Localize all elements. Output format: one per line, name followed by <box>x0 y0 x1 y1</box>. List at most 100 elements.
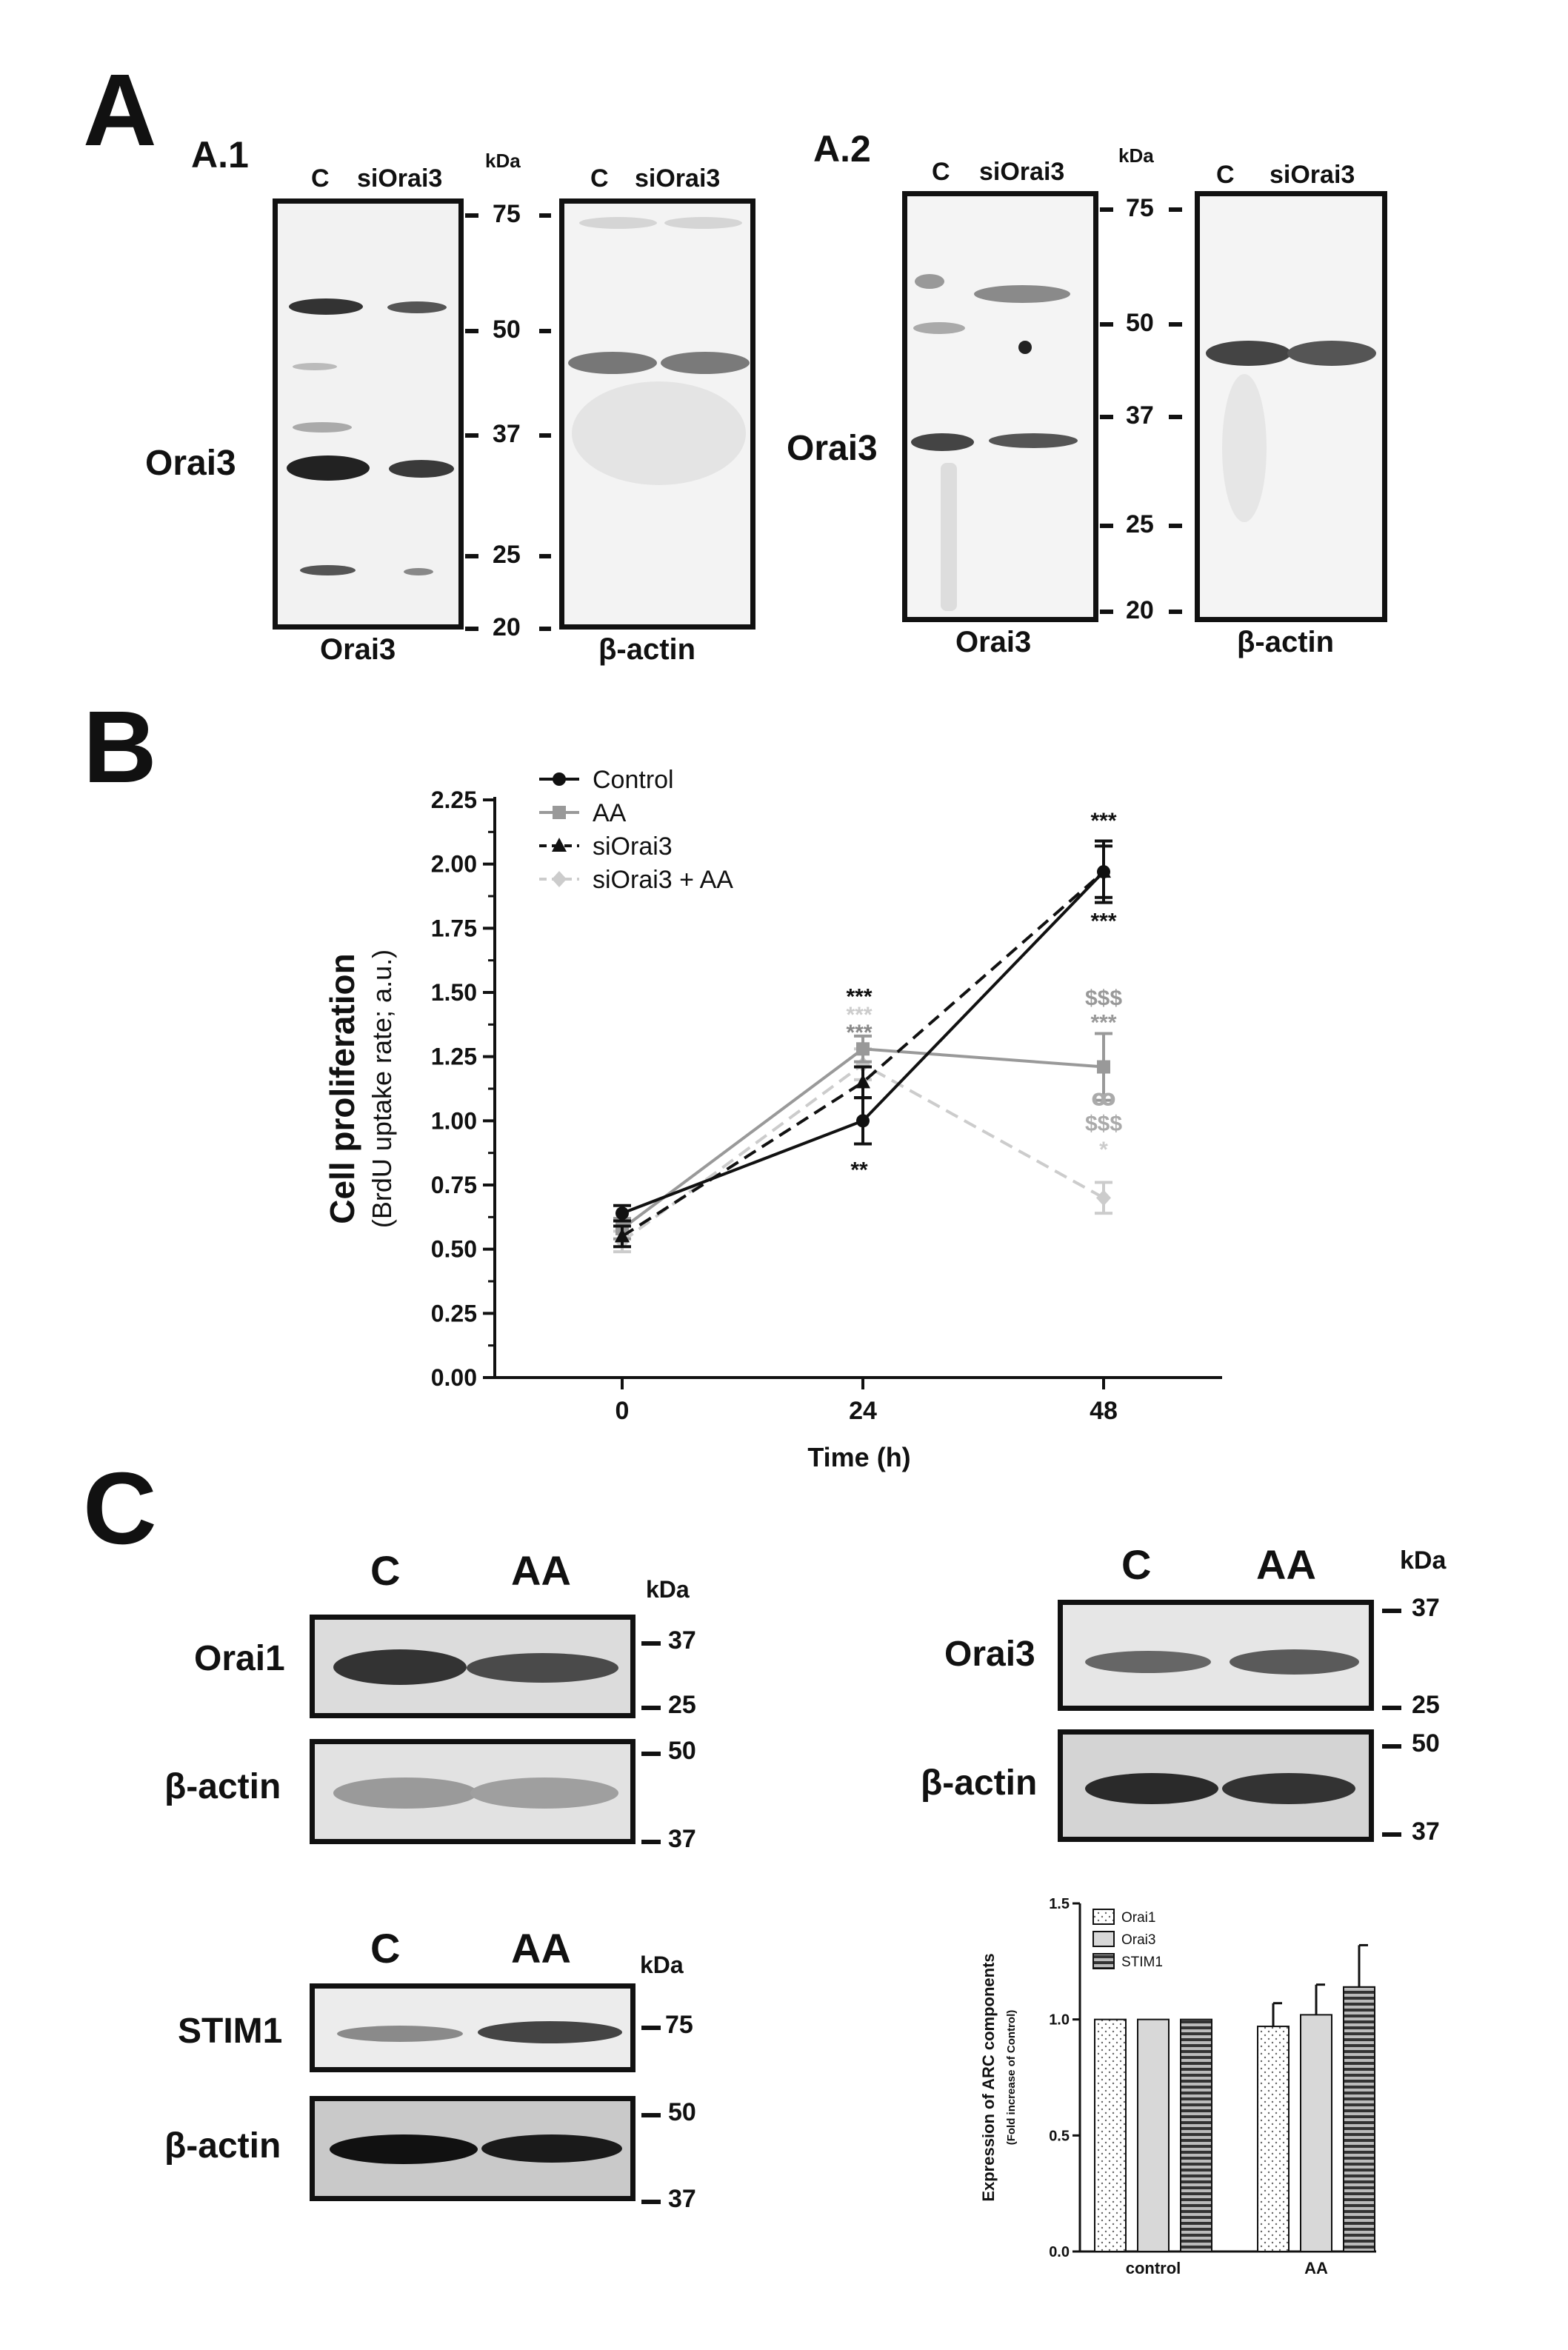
row-label-orai1: Orai1 <box>194 1639 285 1678</box>
y-axis-sublabel: (BrdU uptake rate; a.u.) <box>367 949 397 1228</box>
lane-label-aa: AA <box>1256 1541 1316 1588</box>
data-point <box>552 871 567 887</box>
row-label-orai3: Orai3 <box>787 429 878 468</box>
blot-smear <box>1222 374 1267 522</box>
blot-band <box>915 274 944 289</box>
mw-marker-37: 37 <box>1412 1594 1440 1622</box>
kda-label: kDa <box>1118 144 1154 167</box>
mw-marker-50: 50 <box>1126 309 1154 337</box>
data-point <box>553 806 566 819</box>
mw-tick <box>465 329 478 333</box>
western-blot-beta-actin <box>559 198 755 630</box>
y-tick-label: 0.75 <box>431 1172 477 1198</box>
x-tick-label: AA <box>1304 2259 1328 2277</box>
mw-marker-37: 37 <box>1412 1817 1440 1846</box>
blot-band <box>289 298 363 315</box>
mw-marker-50: 50 <box>1412 1729 1440 1758</box>
y-tick-label: 0.25 <box>431 1300 477 1326</box>
legend-label: AA <box>593 799 627 827</box>
blot-band <box>478 2021 622 2043</box>
mw-tick <box>641 1752 661 1756</box>
blot-band <box>404 568 433 575</box>
mw-marker-37: 37 <box>493 420 521 448</box>
blot-band <box>974 285 1070 303</box>
blot-band <box>337 2026 463 2042</box>
y-tick-label: 0.50 <box>431 1236 477 1263</box>
mw-tick <box>1100 610 1113 614</box>
data-point <box>1096 1189 1111 1206</box>
mw-marker-25: 25 <box>1126 510 1154 538</box>
mw-tick <box>539 554 551 558</box>
significance-marker: *** <box>846 1003 872 1027</box>
blot-band <box>481 2134 622 2163</box>
y-tick-label: 1.75 <box>431 915 477 941</box>
western-blot-beta-actin <box>1195 191 1387 622</box>
mw-tick <box>1100 415 1113 419</box>
mw-marker-50: 50 <box>493 316 521 344</box>
data-point <box>855 1074 870 1089</box>
blot-label-beta-actin: β-actin <box>598 633 696 666</box>
blot-band <box>989 433 1078 448</box>
row-label-beta-actin: β-actin <box>164 2126 281 2166</box>
row-label-beta-actin: β-actin <box>164 1767 281 1806</box>
mw-marker-20: 20 <box>1126 596 1154 624</box>
western-blot-stim1 <box>310 1983 635 2072</box>
lane-label-c: C <box>1216 161 1235 189</box>
data-point <box>1097 1060 1110 1074</box>
significance-marker: * <box>1099 1138 1108 1162</box>
y-tick-label: 2.00 <box>431 851 477 878</box>
bar <box>1257 2026 1290 2252</box>
mw-tick <box>641 1706 661 1710</box>
y-axis-label: Cell proliferation <box>323 953 361 1224</box>
row-label-orai3: Orai3 <box>145 444 236 483</box>
mw-tick <box>1382 1609 1401 1613</box>
x-tick-label: 24 <box>849 1397 877 1425</box>
legend-label: siOrai3 <box>593 832 673 861</box>
mw-tick <box>465 627 478 631</box>
blot-smear <box>941 463 957 611</box>
kda-label: kDa <box>640 1952 684 1978</box>
mw-tick <box>641 2026 661 2030</box>
mw-tick <box>1100 322 1113 327</box>
significance-marker: *** <box>846 1021 872 1045</box>
blot-band <box>911 433 974 451</box>
y-tick-label: 1.00 <box>431 1107 477 1134</box>
lane-label-c: C <box>370 1547 401 1594</box>
blot-band <box>1287 341 1376 366</box>
blot-label-orai3: Orai3 <box>955 626 1032 658</box>
kda-label: kDa <box>1400 1546 1447 1575</box>
mw-tick <box>539 329 551 333</box>
mw-tick <box>1169 415 1182 419</box>
y-axis-sublabel: (Fold increase of Control) <box>1005 2010 1018 2146</box>
lane-label-siorai3: siOrai3 <box>1270 161 1355 189</box>
blot-band <box>333 1777 478 1809</box>
series-control <box>613 839 1112 1223</box>
blot-band <box>287 455 370 481</box>
x-tick-label: 48 <box>1090 1397 1118 1425</box>
significance-marker: $$$ <box>1085 986 1122 1010</box>
data-point <box>552 838 567 852</box>
mw-marker-75: 75 <box>493 200 521 228</box>
blot-band <box>913 322 965 334</box>
blot-label-beta-actin: β-actin <box>1237 626 1335 658</box>
western-blot-beta-actin <box>310 1739 635 1844</box>
data-point <box>855 1056 870 1073</box>
legend-label: Orai1 <box>1121 1910 1155 1926</box>
mw-tick <box>465 213 478 218</box>
legend-swatch <box>1092 1909 1115 1925</box>
mw-tick <box>539 433 551 438</box>
significance-marker: *** <box>1090 809 1116 833</box>
mw-tick <box>1100 207 1113 212</box>
western-blot-orai3 <box>1058 1600 1374 1711</box>
y-tick-label: 2.25 <box>431 787 477 813</box>
kda-label: kDa <box>485 150 521 172</box>
y-tick-label: 0.0 <box>1049 2244 1070 2260</box>
data-point <box>856 1114 870 1128</box>
y-tick-label: 0.00 <box>431 1364 477 1391</box>
mw-tick <box>1169 207 1182 212</box>
mw-marker-50: 50 <box>668 1737 696 1765</box>
blot-band <box>1222 1773 1355 1804</box>
sub-panel-label-a1: A.1 <box>191 134 249 176</box>
mw-tick <box>1382 1706 1401 1710</box>
mw-marker-37: 37 <box>668 1626 696 1655</box>
